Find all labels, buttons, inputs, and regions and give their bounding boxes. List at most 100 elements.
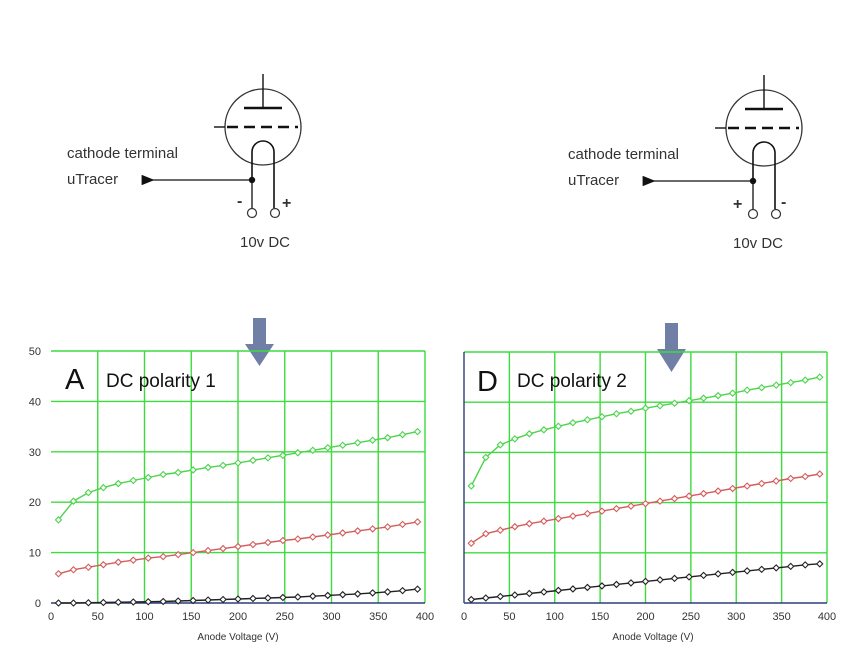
data-point-red [413, 518, 422, 526]
data-point-red [204, 546, 212, 555]
data-point-red [699, 489, 708, 498]
data-point-red [264, 538, 272, 547]
data-point-red [685, 492, 693, 500]
utracer-label: uTracer [568, 172, 619, 189]
supply-label: 10v DC [240, 234, 290, 251]
down-arrow-icon [657, 323, 686, 372]
data-point-black [398, 586, 407, 595]
data-point-black [670, 574, 679, 583]
schematic-polarity-2: cathode terminal uTracer + - 10v DC [568, 75, 803, 252]
x-tick-label: 0 [461, 611, 467, 623]
chart-title-d: DC polarity 2 [517, 371, 627, 392]
data-point-red [69, 565, 78, 574]
data-point-green [743, 386, 751, 394]
data-point-black [757, 565, 766, 574]
data-point-green [786, 378, 795, 387]
data-point-green [353, 438, 362, 447]
data-point-black [54, 599, 63, 607]
data-point-green [294, 449, 302, 457]
data-point-green [685, 396, 693, 405]
data-point-red [583, 509, 592, 518]
polarity-sign-left: + [733, 196, 742, 213]
supply-label: 10v DC [733, 235, 783, 252]
data-point-black [685, 573, 693, 581]
data-point-green [383, 433, 392, 442]
data-point-black [815, 560, 824, 568]
x-tick-label: 150 [182, 611, 200, 623]
data-point-red [467, 539, 476, 548]
data-point-red [801, 472, 809, 481]
y-tick-label: 0 [35, 598, 41, 610]
y-tick-label: 20 [29, 497, 41, 509]
y-tick-label: 50 [29, 346, 41, 358]
data-point-green [338, 441, 347, 450]
data-point-green [129, 476, 138, 485]
y-tick-label: 10 [29, 548, 41, 560]
x-tick-label: 200 [229, 611, 247, 623]
data-point-red [129, 556, 138, 564]
x-tick-label: 100 [135, 611, 153, 623]
data-point-green [670, 399, 679, 407]
data-point-green [368, 436, 377, 444]
chart-polarity-1: 0 50 100 150 200 250 300 350 400 0 10 20 30 40 50 A DC… [29, 346, 434, 643]
data-point-green [264, 454, 272, 462]
data-point-black [338, 590, 347, 599]
terminal-left [246, 207, 258, 219]
data-point-red [815, 470, 824, 478]
data-point-black [368, 589, 377, 597]
data-point-red [323, 531, 332, 539]
data-point-red [174, 550, 182, 559]
cathode-terminal-label: cathode terminal [67, 145, 178, 162]
data-point-red [249, 540, 257, 549]
data-point-red [714, 487, 722, 495]
data-point-green [398, 430, 407, 439]
data-point-black [309, 592, 317, 600]
data-point-green [612, 409, 621, 418]
data-point-black [99, 598, 108, 607]
x-axis-title-a: Anode Voltage (V) [197, 632, 278, 643]
data-point-black [279, 593, 287, 602]
data-point-green [467, 482, 476, 490]
data-point-black [144, 597, 153, 606]
data-point-red [219, 544, 227, 553]
data-point-black [525, 589, 534, 598]
data-point-red [279, 536, 287, 545]
data-point-green [249, 456, 257, 465]
data-point-green [189, 466, 197, 474]
x-tick-label: 200 [636, 611, 654, 623]
data-point-red [656, 497, 664, 505]
data-point-red [598, 507, 606, 515]
terminal-right [269, 207, 281, 219]
data-point-black [114, 598, 123, 607]
x-tick-label: 350 [369, 611, 387, 623]
data-point-green [279, 451, 287, 460]
data-point-red [743, 482, 751, 490]
data-point-red [309, 533, 317, 541]
data-point-red [383, 523, 392, 531]
data-point-black [801, 561, 809, 569]
data-point-green [413, 427, 422, 436]
data-point-green [511, 435, 519, 443]
data-point-green [699, 394, 708, 402]
polarity-sign-right: - [781, 194, 786, 211]
data-point-black [641, 577, 650, 586]
x-tick-label: 50 [503, 611, 515, 623]
polarity-sign-right: + [282, 195, 291, 212]
data-point-black [714, 570, 722, 578]
data-point-black [612, 580, 621, 589]
data-point-red [159, 552, 167, 561]
data-point-black [159, 597, 167, 606]
data-point-red [114, 558, 123, 566]
data-point-green [540, 426, 548, 434]
data-point-green [309, 446, 317, 455]
polarity-sign-left: - [237, 193, 242, 210]
data-point-green [114, 479, 123, 488]
data-point-green [69, 497, 78, 505]
x-axis-title-d: Anode Voltage (V) [612, 632, 693, 643]
data-point-green [234, 459, 242, 467]
data-point-green [801, 376, 809, 384]
panel-letter-a: A [65, 364, 85, 396]
data-point-black [482, 594, 490, 602]
data-point-red [99, 560, 108, 569]
x-tick-label: 300 [322, 611, 340, 623]
